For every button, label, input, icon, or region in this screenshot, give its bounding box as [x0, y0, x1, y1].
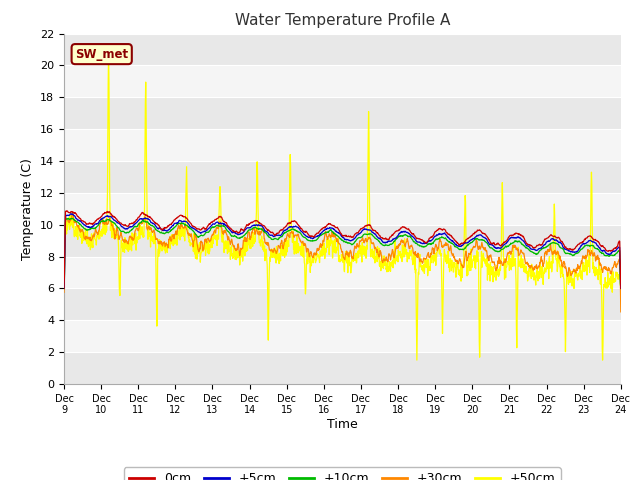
Bar — [64, 320, 621, 352]
Title: Water Temperature Profile A: Water Temperature Profile A — [235, 13, 450, 28]
Bar — [64, 34, 621, 65]
Bar — [64, 161, 621, 193]
Y-axis label: Temperature (C): Temperature (C) — [22, 158, 35, 260]
Bar — [64, 97, 621, 129]
Bar — [64, 225, 621, 257]
Legend: 0cm, +5cm, +10cm, +30cm, +50cm: 0cm, +5cm, +10cm, +30cm, +50cm — [124, 468, 561, 480]
Bar — [64, 65, 621, 97]
Bar — [64, 352, 621, 384]
Text: SW_met: SW_met — [75, 48, 128, 60]
Bar — [64, 257, 621, 288]
Bar — [64, 129, 621, 161]
Bar — [64, 288, 621, 320]
Bar — [64, 193, 621, 225]
X-axis label: Time: Time — [327, 418, 358, 431]
